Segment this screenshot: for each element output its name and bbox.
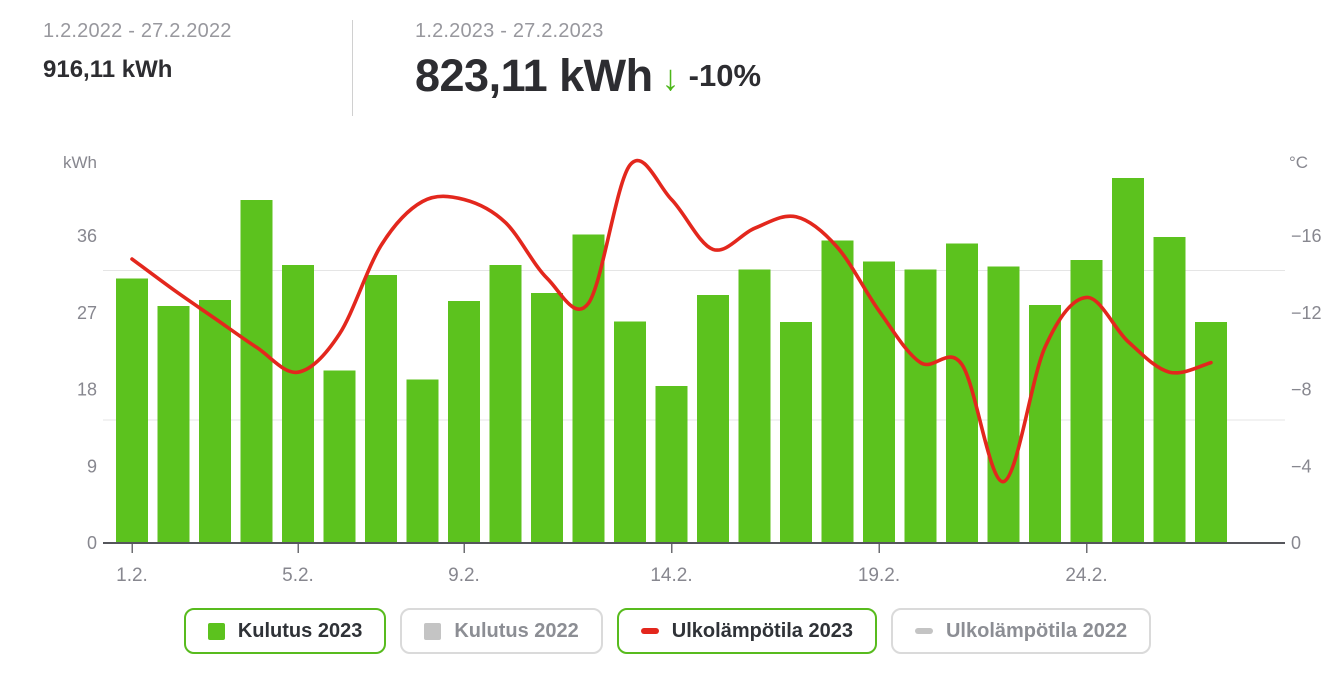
legend-label: Kulutus 2022: [454, 619, 579, 642]
bar-13.2.[interactable]: [614, 321, 646, 543]
x-axis-label: 1.2.: [116, 565, 148, 586]
legend-label: Ulkolämpötila 2022: [945, 619, 1128, 642]
current-period-total: 823,11 kWh: [415, 50, 653, 101]
previous-period-total: 916,11 kWh: [43, 56, 173, 83]
bar-14.2.[interactable]: [655, 386, 688, 543]
bar-15.2.[interactable]: [697, 294, 729, 543]
x-axis-label: 5.2.: [282, 565, 314, 586]
x-axis-label: 9.2.: [448, 565, 480, 586]
line-series-marker-icon: [640, 628, 659, 634]
change-percentage: -10%: [688, 58, 762, 93]
bar-series-marker-icon: [424, 622, 442, 640]
temp-axis-label: −4: [1291, 456, 1312, 476]
temp-axis-label: −8: [1291, 380, 1312, 400]
bar-series-marker-icon: [207, 622, 225, 640]
bar-9.2.[interactable]: [448, 300, 480, 543]
bar-27.2.[interactable]: [1195, 322, 1227, 543]
comparison-header: 1.2.2022 - 27.2.2022 916,11 kWh 1.2.2023…: [0, 0, 1335, 130]
bar-20.2.[interactable]: [904, 269, 937, 543]
legend-button-kulutus-2023[interactable]: Kulutus 2023: [183, 608, 387, 654]
legend-button-kulutus-2022[interactable]: Kulutus 2022: [400, 608, 603, 654]
bar-series-kulutus-2023: [116, 178, 1227, 544]
bar-19.2.[interactable]: [863, 261, 895, 543]
kwh-axis-label: 9: [87, 456, 97, 476]
previous-period-range: 1.2.2022 - 27.2.2022: [43, 20, 232, 42]
bar-12.2.[interactable]: [572, 234, 605, 544]
current-period-summary: 1.2.2023 - 27.2.2023 823,11 kWh ↓ -10%: [415, 20, 761, 102]
bar-23.2.[interactable]: [1029, 305, 1061, 543]
kwh-axis-unit: kWh: [63, 153, 97, 172]
bar-5.2.[interactable]: [282, 264, 314, 543]
bar-2.2.[interactable]: [157, 305, 190, 543]
x-axis-label: 14.2.: [650, 565, 692, 586]
legend-label: Ulkolämpötila 2023: [671, 619, 853, 642]
bar-24.2.[interactable]: [1070, 259, 1103, 543]
current-period-range: 1.2.2023 - 27.2.2023: [415, 20, 604, 42]
bar-10.2.[interactable]: [489, 264, 522, 543]
kwh-axis-label: 0: [87, 533, 97, 553]
x-axis-label: 24.2.: [1065, 565, 1107, 586]
bar-26.2.[interactable]: [1153, 236, 1186, 543]
arrow-down-icon: ↓: [661, 57, 680, 98]
kwh-axis-label: 36: [77, 226, 97, 246]
previous-period-summary: 1.2.2022 - 27.2.2022 916,11 kWh: [43, 20, 232, 84]
bar-6.2.[interactable]: [323, 370, 356, 543]
bar-11.2.[interactable]: [531, 293, 563, 543]
bar-18.2.[interactable]: [821, 240, 854, 543]
bar-1.2.[interactable]: [116, 278, 148, 543]
bar-4.2.[interactable]: [240, 200, 273, 543]
legend-label: Kulutus 2023: [237, 619, 363, 642]
bar-17.2.[interactable]: [780, 322, 812, 543]
kwh-axis-label: 27: [77, 303, 97, 323]
bar-25.2.[interactable]: [1112, 178, 1144, 543]
temperature-line-2023: [130, 158, 1213, 484]
temp-axis-label: −12: [1291, 303, 1322, 323]
temp-axis-unit: °C: [1289, 153, 1308, 172]
bar-8.2.[interactable]: [406, 379, 439, 543]
x-axis-label: 19.2.: [858, 565, 900, 586]
legend-button-ulkolampotila-2023[interactable]: Ulkolämpötila 2023: [616, 608, 877, 654]
bar-16.2.[interactable]: [738, 269, 771, 543]
bar-22.2.[interactable]: [987, 266, 1020, 543]
legend-button-ulkolampotila-2022[interactable]: Ulkolämpötila 2022: [890, 608, 1152, 654]
bar-7.2.[interactable]: [365, 275, 397, 543]
kwh-axis-label: 18: [77, 380, 97, 400]
line-series-marker-icon: [914, 628, 933, 634]
chart-legend: Kulutus 2023 Kulutus 2022 Ulkolämpötila …: [0, 608, 1335, 654]
temp-axis-label: 0: [1291, 533, 1301, 553]
bar-3.2.[interactable]: [199, 299, 231, 543]
temp-axis-label: −16: [1291, 226, 1322, 246]
header-divider: [352, 20, 353, 116]
